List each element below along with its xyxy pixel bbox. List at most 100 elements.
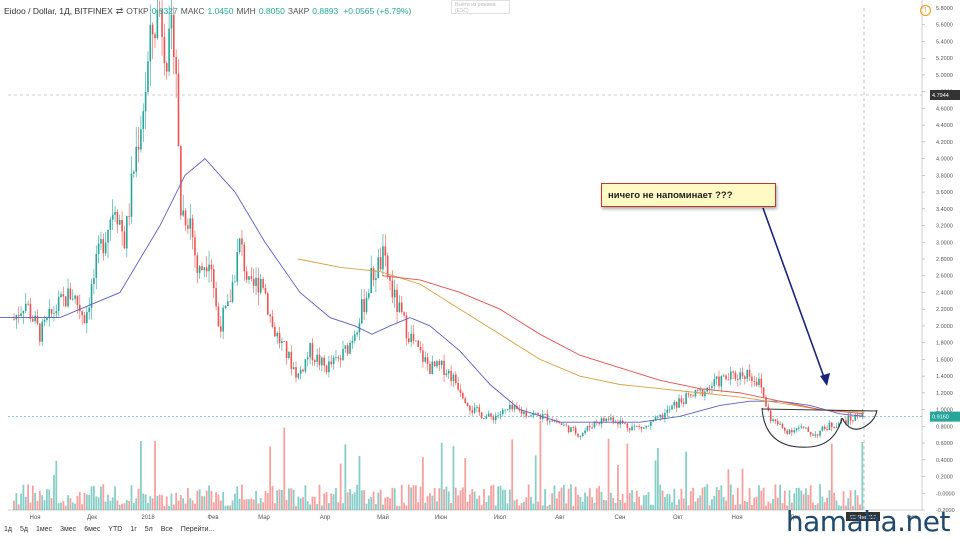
range-5y[interactable]: 5л xyxy=(144,526,153,533)
volume-bar xyxy=(170,493,173,510)
volume-bar xyxy=(673,488,676,510)
candle-body xyxy=(243,244,246,272)
volume-bar xyxy=(215,492,217,510)
volume-bar xyxy=(769,503,772,510)
volume-bar xyxy=(544,489,546,510)
volume-bar xyxy=(121,503,123,510)
candle-body xyxy=(403,312,405,316)
volume-bar xyxy=(581,501,584,510)
candle-body xyxy=(330,361,333,365)
volume-bar xyxy=(281,490,283,510)
goto-date-button[interactable]: Перейти... xyxy=(180,526,215,533)
volume-bar xyxy=(226,505,229,510)
volume-bar xyxy=(454,487,457,510)
candle-body xyxy=(443,360,445,375)
volume-bar xyxy=(574,486,577,510)
candle-body xyxy=(74,295,76,299)
compare-add-icon[interactable]: ⇄ xyxy=(115,5,124,16)
candle-body xyxy=(302,369,304,372)
range-1m[interactable]: 1мес xyxy=(35,526,53,533)
volume-bar xyxy=(718,489,720,510)
clock-icon[interactable]: ! xyxy=(920,5,931,16)
volume-bar xyxy=(299,498,302,510)
range-1y[interactable]: 1г xyxy=(130,526,137,533)
symbol-label[interactable]: Eidoo / Dollar, 1Д, BITFINEX xyxy=(4,6,113,16)
range-5d[interactable]: 5д xyxy=(19,526,28,533)
candle-body xyxy=(605,418,607,422)
volume-bar xyxy=(443,489,445,510)
date-flag-bg xyxy=(846,512,880,521)
volume-bar xyxy=(128,500,131,510)
candle-body xyxy=(631,426,633,431)
volume-bar xyxy=(248,499,250,510)
volume-bar xyxy=(93,485,95,510)
volume-bar xyxy=(687,505,690,510)
candle-body xyxy=(624,423,626,425)
range-ytd[interactable]: YTD xyxy=(108,526,123,533)
candle-body xyxy=(560,423,563,425)
candle-body xyxy=(165,63,168,72)
y-tick-label: 2.8000 xyxy=(936,257,953,263)
volume-bar xyxy=(161,495,163,510)
candle-body xyxy=(784,427,786,431)
fullscreen-hint[interactable]: Выйти из режима (ESC) xyxy=(451,0,510,14)
volume-bar xyxy=(828,490,831,510)
candle-body xyxy=(109,219,112,230)
candle-body xyxy=(48,309,51,318)
candle-body xyxy=(361,299,363,324)
volume-bar xyxy=(196,490,199,510)
candle-body xyxy=(835,427,838,428)
volume-bar xyxy=(53,474,55,510)
candle-body xyxy=(753,380,756,382)
volume-bar xyxy=(123,503,126,510)
candle-body xyxy=(821,426,824,431)
candle-body xyxy=(758,378,760,386)
candle-body xyxy=(62,294,65,297)
candle-body xyxy=(487,413,490,417)
volume-bar xyxy=(234,493,236,510)
annotation-note[interactable]: ничего не напоминает ??? xyxy=(601,183,776,207)
volume-bar xyxy=(652,504,655,510)
annotation-arrow xyxy=(762,207,826,381)
candle-body xyxy=(306,357,309,360)
volume-bar xyxy=(807,494,810,510)
range-1d[interactable]: 1д xyxy=(4,526,12,533)
range-6m[interactable]: 6мес xyxy=(84,526,101,533)
volume-bar xyxy=(116,500,119,510)
volume-bar xyxy=(144,494,147,510)
volume-bar xyxy=(537,501,539,510)
candle-body xyxy=(46,317,48,320)
candle-body xyxy=(175,57,177,74)
y-tick-label: 3.4000 xyxy=(936,207,953,213)
x-tick-label: Окт xyxy=(673,515,683,521)
range-all[interactable]: Все xyxy=(160,526,173,533)
candle-body xyxy=(417,340,419,347)
volume-bar xyxy=(429,493,431,510)
volume-bar xyxy=(595,488,598,510)
last-price-flag-bg xyxy=(930,411,960,422)
volume-bar xyxy=(346,492,349,510)
volume-bar xyxy=(546,505,549,510)
volume-bar xyxy=(835,500,838,510)
range-3m[interactable]: 3мес xyxy=(60,526,77,533)
volume-bar xyxy=(758,485,760,510)
volume-bar xyxy=(659,484,662,510)
volume-bar xyxy=(398,505,401,510)
candle-body xyxy=(161,9,163,37)
volume-bar xyxy=(436,501,438,510)
candle-body xyxy=(79,304,81,312)
candle-body xyxy=(462,393,464,399)
candle-body xyxy=(370,267,372,294)
volume-bar xyxy=(541,505,544,510)
volume-bar xyxy=(711,499,713,510)
volume-bar xyxy=(701,487,704,510)
volume-bar xyxy=(109,500,112,510)
volume-bar xyxy=(391,487,394,510)
candle-body xyxy=(123,231,126,249)
candle-body xyxy=(398,302,401,313)
candle-body xyxy=(257,277,260,293)
candle-body xyxy=(290,351,293,370)
candle-body xyxy=(267,293,269,315)
volume-bar xyxy=(255,490,257,510)
